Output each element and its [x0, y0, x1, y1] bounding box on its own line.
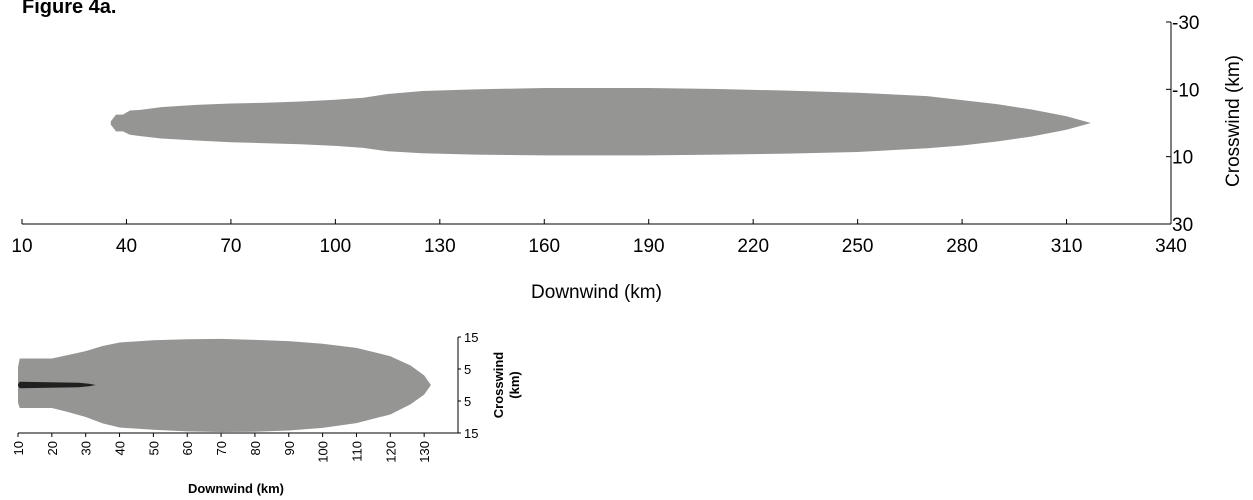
- chart-2-x-tick-label: 110: [349, 441, 364, 462]
- chart-2-x-tick-label: 120: [383, 441, 398, 463]
- chart-1-y-tick-label: -30: [1172, 13, 1199, 34]
- chart-1-y-tick-label: -10: [1172, 80, 1199, 101]
- figure-title: Figure 4a.: [22, 0, 116, 18]
- chart-1-y-tick-label: 30: [1172, 215, 1193, 236]
- chart-1-x-tick-label: 340: [1155, 236, 1187, 257]
- chart-2-x-tick-label: 80: [248, 441, 263, 455]
- chart-1-x-tick-label: 70: [220, 236, 241, 257]
- chart-1-y-axis-label: Crosswind (km): [1223, 55, 1244, 187]
- chart-2-x-tick-label: 60: [180, 441, 195, 455]
- chart-1-x-tick-label: 100: [320, 236, 352, 257]
- chart-2-axes: 10 20 30 40 50 60 70 80 90 100 110 120 130 15 5 5 15: [11, 330, 478, 463]
- chart-1-plume-area-1: [110, 87, 1091, 156]
- chart-1-x-tick-label: 130: [424, 236, 456, 257]
- chart-2-x-tick-label: 40: [113, 441, 128, 455]
- chart-2-y-tick-label: 5: [464, 362, 471, 377]
- chart-2-x-tick-label: 50: [146, 441, 161, 455]
- chart-1-axes: 10 40 70 100 130 160 190 220 250 280 310 340 -30 -10 1…: [11, 13, 1199, 257]
- chart-1-x-tick-label: 280: [946, 236, 978, 257]
- chart-2-plume-area-2: [18, 381, 96, 389]
- chart-2-y-axis-label-line: Crosswind: [491, 352, 506, 419]
- chart-1-x-tick-label: 310: [1051, 236, 1083, 257]
- chart-2-x-tick-label: 70: [214, 441, 229, 455]
- chart-2-y-tick-label: 15: [464, 426, 478, 441]
- chart-2-x-tick-label: 130: [417, 441, 432, 463]
- chart-1-x-axis-label: Downwind (km): [531, 282, 662, 303]
- chart-2-x-tick-label: 10: [11, 441, 26, 455]
- chart-1-y-tick-label: 10: [1172, 148, 1193, 169]
- chart-1-x-tick-label: 220: [737, 236, 769, 257]
- chart-1-x-tick-label: 40: [116, 236, 137, 257]
- chart-2-x-axis-label: Downwind (km): [188, 481, 284, 496]
- chart-2-y-axis-label: Crosswind(km): [491, 352, 522, 419]
- chart-1: 10 40 70 100 130 160 190 220 250 280 310 340 -30 -10 1…: [11, 13, 1244, 303]
- chart-2: 10 20 30 40 50 60 70 80 90 100 110 120 130 15 5 5 15 Dow…: [11, 330, 522, 496]
- chart-2-plot-area: [18, 338, 431, 433]
- chart-1-x-tick-label: 250: [842, 236, 874, 257]
- chart-2-y-tick-label: 5: [464, 394, 471, 409]
- chart-1-x-tick-label: 190: [633, 236, 665, 257]
- chart-2-x-tick-label: 30: [79, 441, 94, 455]
- chart-1-plot-area: [110, 87, 1091, 156]
- chart-2-y-tick-label: 15: [464, 330, 478, 345]
- chart-2-x-tick-label: 100: [316, 441, 331, 463]
- chart-1-x-tick-label: 10: [11, 236, 32, 257]
- chart-1-x-tick-label: 160: [528, 236, 560, 257]
- chart-2-plume-area-1: [18, 338, 431, 433]
- chart-2-y-axis-label-line: (km): [507, 371, 522, 398]
- chart-2-x-tick-label: 90: [282, 441, 297, 455]
- chart-2-x-tick-label: 20: [45, 441, 60, 455]
